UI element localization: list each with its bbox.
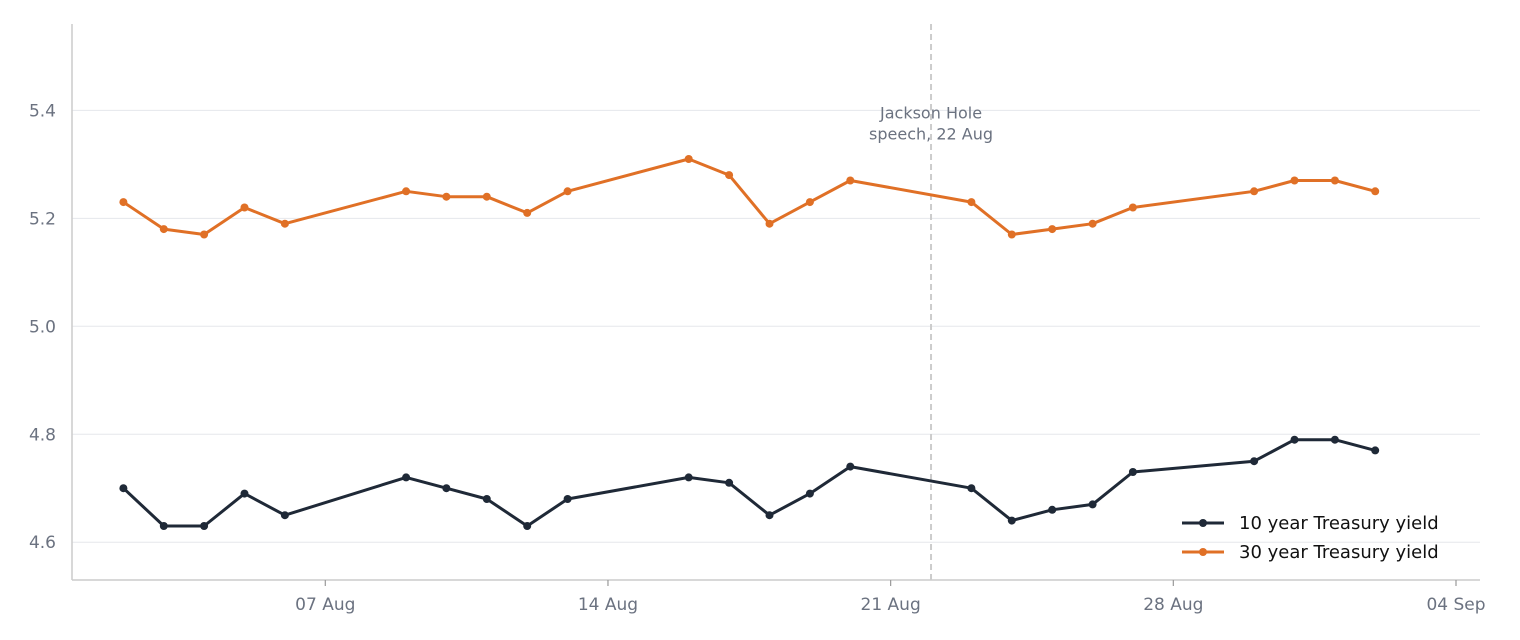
y-tick-label: 4.8	[29, 425, 56, 445]
data-point	[805, 198, 814, 207]
data-point	[280, 511, 289, 520]
annotation-label: Jackson Hole	[879, 103, 982, 122]
data-point	[523, 522, 532, 530]
data-point	[442, 484, 451, 493]
x-tick-label: 14 Aug	[578, 595, 638, 615]
y-tick-label: 5.2	[29, 209, 56, 229]
data-point	[1290, 176, 1299, 185]
data-point	[846, 462, 855, 471]
gridlines	[72, 109, 1480, 543]
legend: 10 year Treasury yield 30 year Treasury y…	[1182, 513, 1439, 563]
data-point	[563, 495, 572, 503]
data-point	[1290, 435, 1299, 444]
series-line-2	[122, 157, 1376, 236]
data-point	[240, 203, 249, 212]
data-point	[1048, 505, 1057, 514]
data-point	[159, 522, 168, 530]
data-point	[1250, 457, 1259, 466]
data-point	[967, 484, 976, 493]
data-point	[1007, 516, 1016, 525]
data-point	[280, 219, 289, 228]
data-point	[119, 198, 128, 207]
axes: 4.6 4.8 5.0 5.2 5.4 07 Aug 14 Aug 21 Aug 28 Aug 0…	[29, 24, 1486, 615]
data-point	[805, 489, 814, 498]
data-point	[1128, 203, 1137, 212]
data-point	[1088, 500, 1097, 509]
series-group	[119, 155, 1380, 530]
data-point	[1250, 187, 1259, 196]
annotation-label: speech, 22 Aug	[869, 124, 993, 143]
series-line-1	[122, 438, 1376, 528]
data-point	[765, 219, 774, 228]
x-tick-label: 07 Aug	[295, 595, 355, 615]
data-point	[967, 198, 976, 207]
data-point	[200, 522, 209, 530]
x-tick-label: 04 Sep	[1426, 595, 1485, 615]
data-point	[1128, 468, 1137, 476]
data-point	[240, 489, 249, 498]
data-point	[442, 192, 451, 201]
data-point	[402, 187, 411, 196]
x-tick-label: 28 Aug	[1143, 595, 1203, 615]
data-point	[684, 473, 693, 482]
legend-swatch-marker	[1199, 519, 1207, 527]
data-point	[725, 478, 734, 487]
data-point	[200, 230, 209, 239]
x-tick-label: 21 Aug	[861, 595, 921, 615]
legend-swatch-marker	[1199, 548, 1207, 556]
data-point	[846, 176, 855, 185]
data-point	[1371, 446, 1380, 455]
annotation-group: Jackson Hole speech, 22 Aug	[869, 24, 993, 580]
data-point	[1007, 230, 1016, 239]
data-point	[1330, 176, 1339, 185]
data-point	[1330, 435, 1339, 444]
data-point	[1371, 187, 1380, 196]
data-point	[119, 484, 128, 493]
y-tick-label: 4.6	[29, 533, 56, 553]
data-point	[563, 187, 572, 196]
y-tick-label: 5.4	[29, 101, 56, 121]
data-point	[482, 192, 491, 201]
data-point	[523, 208, 532, 217]
data-point	[1088, 219, 1097, 228]
legend-label: 10 year Treasury yield	[1239, 513, 1439, 534]
data-point	[482, 495, 491, 503]
data-point	[765, 511, 774, 520]
data-point	[1048, 225, 1057, 234]
y-tick-label: 5.0	[29, 317, 56, 337]
data-point	[159, 225, 168, 234]
data-point	[402, 473, 411, 482]
data-point	[684, 155, 693, 163]
legend-label: 30 year Treasury yield	[1239, 542, 1439, 563]
data-point	[725, 171, 734, 180]
